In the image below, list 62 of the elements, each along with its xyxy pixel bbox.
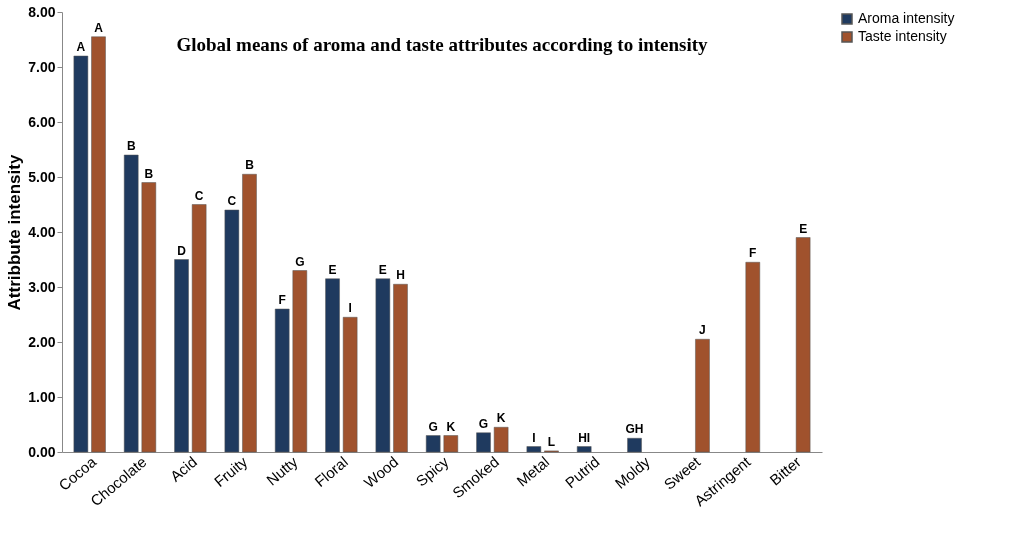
- bar: [242, 174, 257, 453]
- y-tick-label: 8.00: [28, 3, 56, 20]
- bar: [627, 438, 642, 453]
- data-label: E: [328, 262, 337, 277]
- data-label: B: [144, 166, 154, 181]
- data-label: GH: [625, 422, 644, 437]
- bar: [342, 317, 358, 453]
- bar: [393, 284, 408, 453]
- y-tick-label: 4.00: [28, 223, 56, 240]
- data-label: A: [76, 40, 86, 54]
- bar: [493, 427, 509, 453]
- bar: [425, 435, 441, 453]
- data-label: K: [446, 419, 456, 434]
- bar: [745, 262, 761, 453]
- bar: [576, 446, 592, 453]
- y-tick-label: 6.00: [28, 113, 56, 130]
- bar: [141, 182, 157, 453]
- bar: [443, 435, 459, 453]
- y-tick-label: 1.00: [28, 388, 56, 405]
- bar: [174, 259, 189, 453]
- bar: [695, 339, 710, 453]
- data-label: E: [378, 262, 387, 277]
- data-label: B: [245, 158, 255, 173]
- text: Global means of aroma and taste attributes according to intensity: [176, 34, 709, 55]
- data-label: C: [194, 188, 204, 203]
- data-label: G: [295, 254, 305, 269]
- data-label: G: [478, 416, 489, 431]
- bar: [375, 278, 391, 453]
- bar: [191, 204, 207, 453]
- data-label: L: [547, 434, 556, 449]
- y-axis-title: Attribbute intensity: [5, 154, 25, 311]
- bar: [73, 55, 89, 453]
- data-label: J: [699, 323, 706, 338]
- y-tick-label: 3.00: [28, 278, 56, 295]
- data-label: HI: [578, 430, 591, 445]
- data-label: A: [94, 20, 104, 35]
- bar: [292, 270, 308, 453]
- data-label: B: [126, 139, 136, 153]
- data-label: K: [496, 411, 506, 426]
- bar: [91, 36, 106, 453]
- bar: [274, 308, 290, 453]
- legend-label: Aroma intensity: [858, 10, 955, 26]
- y-tick-label: 7.00: [28, 58, 56, 75]
- data-label: F: [278, 293, 286, 307]
- data-label: C: [227, 194, 237, 208]
- data-label: G: [428, 419, 438, 434]
- bar: [224, 209, 240, 453]
- bar: [526, 446, 542, 453]
- data-label: E: [799, 221, 808, 236]
- data-label: I: [532, 430, 536, 445]
- data-label: F: [749, 246, 757, 261]
- data-label: H: [396, 268, 405, 283]
- bar: [795, 237, 811, 453]
- data-label: D: [177, 243, 187, 258]
- bar: [325, 278, 340, 453]
- bar: [476, 432, 491, 453]
- legend-label: Taste intensity: [858, 28, 947, 44]
- y-tick-label: 5.00: [28, 168, 56, 185]
- bar: [123, 154, 139, 453]
- y-tick-label: 0.00: [28, 443, 56, 460]
- y-tick-label: 2.00: [28, 333, 56, 350]
- data-label: I: [348, 301, 352, 316]
